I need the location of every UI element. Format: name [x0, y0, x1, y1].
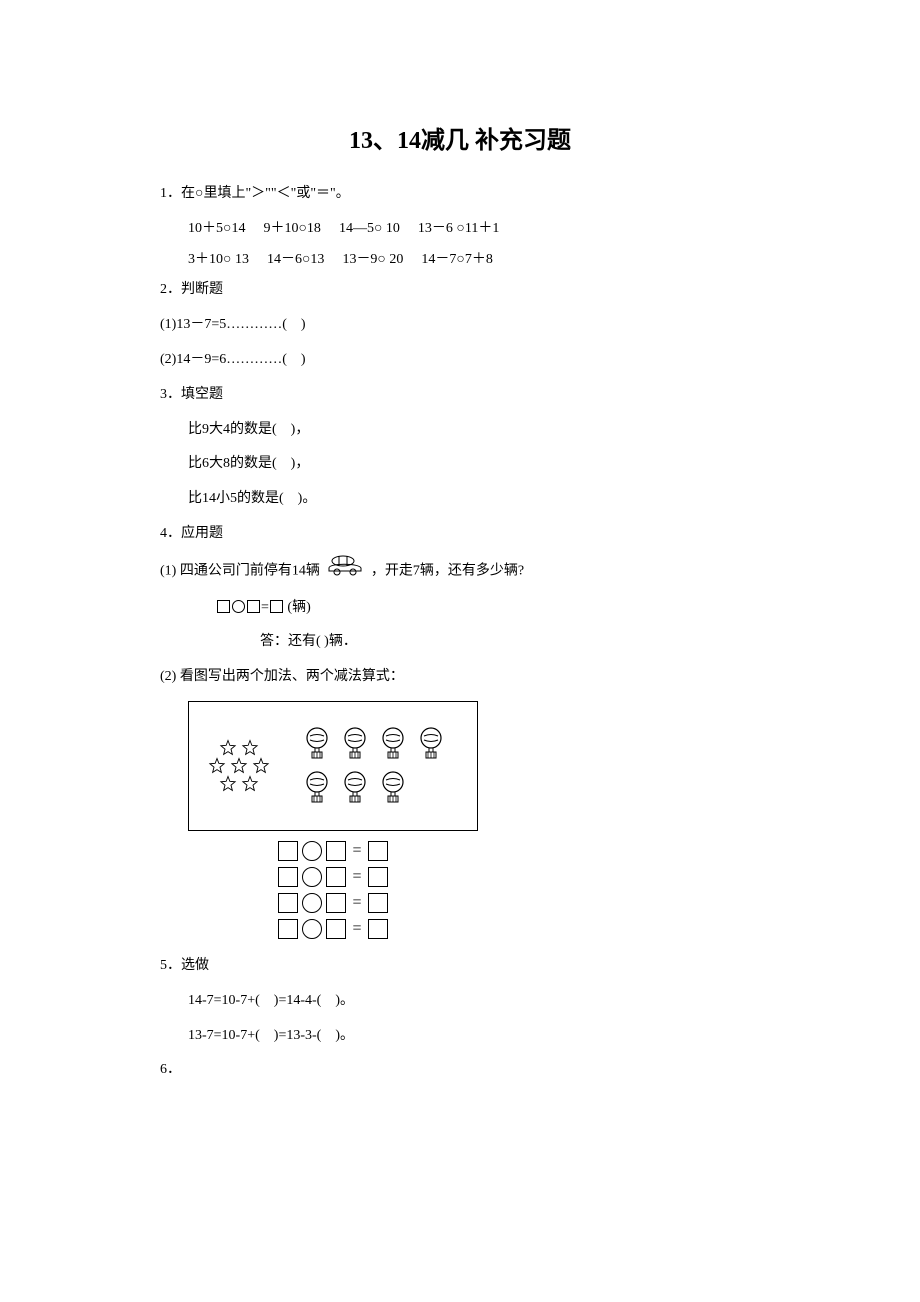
box-icon	[368, 841, 388, 861]
equation-row: =	[278, 893, 387, 913]
q3-item1: 比9大4的数是( )，	[188, 415, 760, 446]
stars-row	[219, 739, 259, 757]
q1-r1-e2: 9＋10○18	[263, 214, 320, 245]
equals-sign: =	[350, 894, 363, 912]
equation-row: =	[278, 919, 387, 939]
equation-row: =	[278, 841, 387, 861]
box-icon	[326, 893, 346, 913]
car-icon	[325, 554, 365, 589]
q3-label: 3．填空题	[160, 380, 760, 411]
q4-sub2: (2) 看图写出两个加法、两个减法算式：	[160, 662, 760, 693]
circle-icon	[232, 600, 245, 613]
q3-item3: 比14小5的数是( )。	[188, 484, 760, 515]
stars-row	[208, 757, 270, 775]
q4-eq-unit: (辆)	[287, 600, 310, 615]
q5-item1: 14-7=10-7+( )=14-4-( )。	[188, 986, 760, 1017]
box-icon	[278, 841, 298, 861]
figure-box	[188, 701, 478, 831]
q1-r2-e4: 14－7○7＋8	[421, 245, 492, 276]
q1-label: 1．在○里填上"＞""＜"或"＝"。	[160, 179, 760, 210]
q1-r2-e3: 13－9○ 20	[342, 245, 403, 276]
equals-sign: =	[350, 842, 363, 860]
q6-label: 6．	[160, 1055, 760, 1086]
balls-row	[303, 727, 445, 761]
figure-wrapper: = = = =	[188, 701, 760, 939]
q2-label: 2．判断题	[160, 275, 760, 306]
q1-r2-e1: 3＋10○ 13	[188, 245, 249, 276]
box-icon	[278, 867, 298, 887]
stars-row	[219, 775, 259, 793]
box-icon	[368, 919, 388, 939]
box-icon	[326, 841, 346, 861]
q4-sub1-post: ，开走7辆，还有多少辆?	[371, 563, 524, 578]
equals-sign: =	[350, 920, 363, 938]
equals-sign: =	[350, 868, 363, 886]
circle-icon	[302, 919, 322, 939]
q4-eq-template: = (辆)	[216, 593, 760, 624]
q1-row2: 3＋10○ 13 14－6○13 13－9○ 20 14－7○7＋8	[188, 245, 760, 276]
box-icon	[278, 919, 298, 939]
stars-column	[199, 710, 279, 822]
balls-row	[303, 771, 407, 805]
box-icon	[326, 919, 346, 939]
q3-item2: 比6大8的数是( )，	[188, 449, 760, 480]
q1-r1-e4: 13－6 ○11＋1	[418, 214, 499, 245]
q2-item2: (2)14－9=6…………( )	[160, 345, 760, 376]
circle-icon	[302, 867, 322, 887]
box-icon	[326, 867, 346, 887]
equation-list: = = = =	[188, 841, 478, 939]
q1-r1-e3: 14―5○ 10	[339, 214, 400, 245]
box-icon	[368, 893, 388, 913]
page-title: 13、14减几 补充习题	[160, 120, 760, 155]
box-icon	[270, 600, 283, 613]
q4-label: 4．应用题	[160, 519, 760, 550]
circle-icon	[302, 841, 322, 861]
balls-column	[303, 710, 467, 822]
q4-sub1-pre: (1) 四通公司门前停有14辆	[160, 563, 320, 578]
circle-icon	[302, 893, 322, 913]
q1-r2-e2: 14－6○13	[267, 245, 324, 276]
box-icon	[368, 867, 388, 887]
q1-r1-e1: 10＋5○14	[188, 214, 245, 245]
q1-row1: 10＋5○14 9＋10○18 14―5○ 10 13－6 ○11＋1	[188, 214, 760, 245]
equation-row: =	[278, 867, 387, 887]
q5-item2: 13-7=10-7+( )=13-3-( )。	[188, 1021, 760, 1052]
q5-label: 5．选做	[160, 951, 760, 982]
q4-sub1: (1) 四通公司门前停有14辆 ，开走7辆，还有多少辆?	[160, 554, 760, 589]
box-icon	[217, 600, 230, 613]
q2-item1: (1)13－7=5…………( )	[160, 310, 760, 341]
box-icon	[278, 893, 298, 913]
box-icon	[247, 600, 260, 613]
q4-answer: 答：还有( )辆．	[260, 627, 760, 658]
